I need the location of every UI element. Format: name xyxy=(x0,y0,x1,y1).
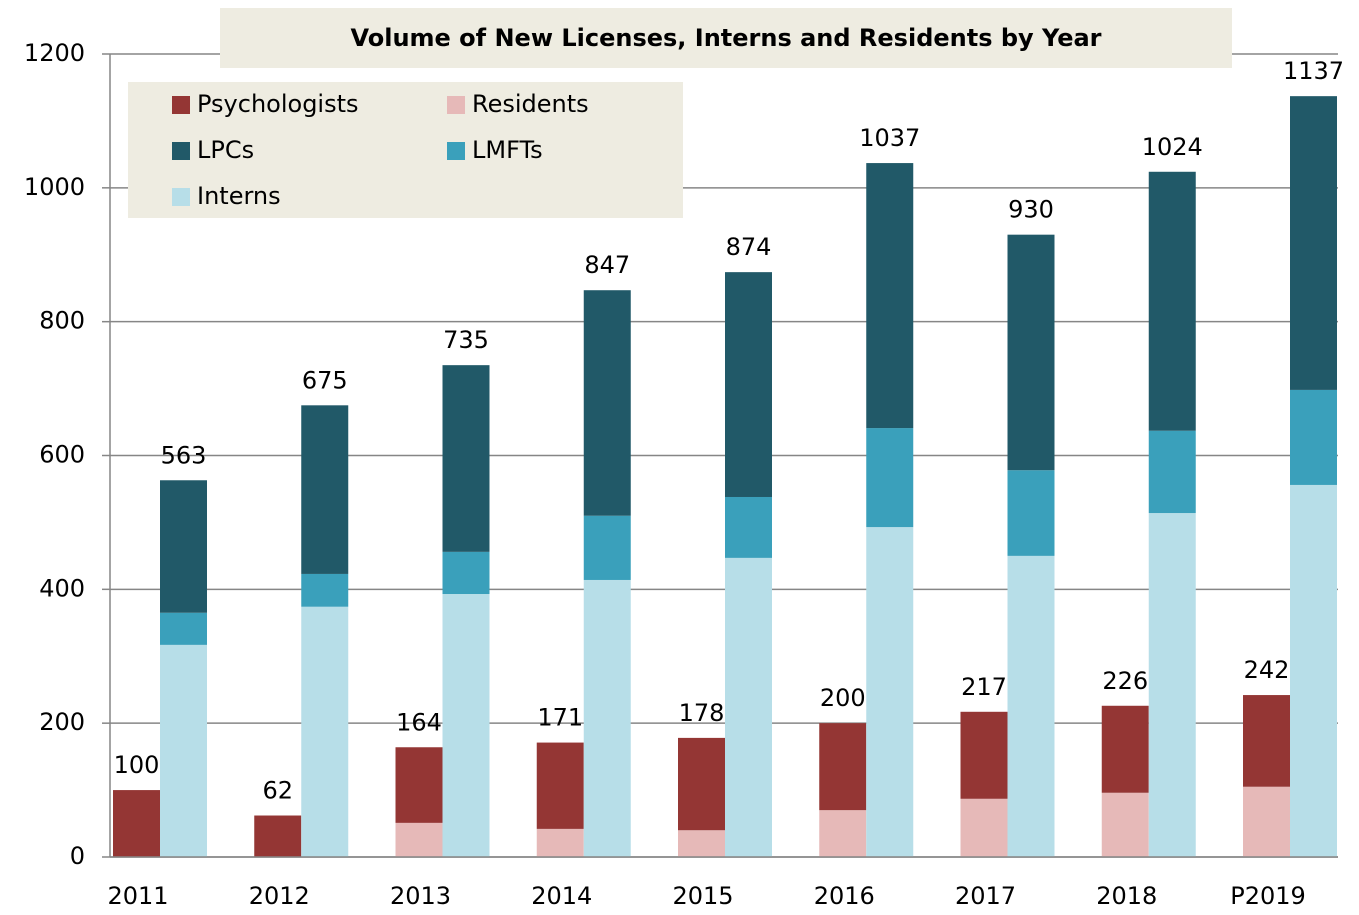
bar-segment xyxy=(442,594,490,857)
bar-segment xyxy=(1243,786,1290,857)
legend-swatch xyxy=(172,142,190,160)
bar-segment xyxy=(1101,705,1149,793)
bar-segment xyxy=(583,515,631,580)
y-tick-label: 1000 xyxy=(24,173,85,201)
total-label: 563 xyxy=(161,441,207,469)
y-tick-label: 600 xyxy=(39,441,85,469)
bar-segment xyxy=(1148,513,1196,857)
legend-label: LPCs xyxy=(197,136,254,164)
total-label: 62 xyxy=(262,777,293,805)
y-tick-label: 1200 xyxy=(24,39,85,67)
x-tick-label: 2015 xyxy=(672,882,733,910)
bar-segment xyxy=(160,612,207,645)
legend-label: LMFTs xyxy=(472,136,543,164)
bar-segment xyxy=(395,747,443,823)
total-label: 100 xyxy=(114,751,160,779)
bar-segment xyxy=(160,644,207,857)
bar-segment xyxy=(301,405,349,574)
bar-segment xyxy=(960,711,1008,799)
total-label: 200 xyxy=(820,684,866,712)
bar-segment xyxy=(301,606,349,857)
bar-segment xyxy=(1290,96,1337,390)
total-label: 1137 xyxy=(1283,57,1344,85)
x-tick-label: 2017 xyxy=(955,882,1016,910)
bar-segment xyxy=(866,163,914,429)
legend-swatch xyxy=(172,188,190,206)
y-tick-label: 800 xyxy=(39,307,85,335)
bar-segment xyxy=(819,723,867,811)
legend-label: Residents xyxy=(472,90,589,118)
total-label: 217 xyxy=(961,673,1007,701)
bar-segment xyxy=(1007,470,1055,556)
total-label: 226 xyxy=(1102,667,1148,695)
total-label: 675 xyxy=(302,366,348,394)
bar-segment xyxy=(536,742,584,829)
bar-segment xyxy=(160,480,207,613)
legend-swatch xyxy=(447,96,465,114)
x-tick-label: 2016 xyxy=(814,882,875,910)
bar-segment xyxy=(113,790,160,857)
legend-label: Psychologists xyxy=(197,90,359,118)
x-tick-label: 2011 xyxy=(107,882,168,910)
total-label: 930 xyxy=(1008,196,1054,224)
bar-segment xyxy=(819,810,867,857)
bar-segment xyxy=(1243,695,1290,787)
total-label: 171 xyxy=(537,704,583,732)
bar-segment xyxy=(678,830,725,857)
x-tick-label: 2018 xyxy=(1096,882,1157,910)
total-label: 242 xyxy=(1244,656,1290,684)
chart-title: Volume of New Licenses, Interns and Resi… xyxy=(350,24,1101,52)
bar-segment xyxy=(442,365,490,552)
bar-segment xyxy=(725,496,772,558)
legend-swatch xyxy=(172,96,190,114)
total-label: 1037 xyxy=(859,124,920,152)
total-label: 1024 xyxy=(1142,133,1203,161)
bar-segment xyxy=(395,822,443,857)
y-tick-label: 200 xyxy=(39,708,85,736)
bar-segment xyxy=(678,737,725,831)
total-label: 847 xyxy=(584,251,630,279)
bar-segment xyxy=(1148,430,1196,514)
bar-segment xyxy=(866,428,914,528)
title-box xyxy=(220,8,1232,68)
bar-segment xyxy=(301,573,349,607)
x-tick-label: 2014 xyxy=(531,882,592,910)
bar-segment xyxy=(1007,555,1055,857)
legend-box xyxy=(128,82,683,218)
y-tick-label: 0 xyxy=(70,842,85,870)
bar-segment xyxy=(583,290,631,516)
total-label: 735 xyxy=(443,326,489,354)
bar-segment xyxy=(1290,484,1337,857)
legend-swatch xyxy=(447,142,465,160)
bar-segment xyxy=(1101,792,1149,857)
total-label: 164 xyxy=(396,708,442,736)
bar-segment xyxy=(442,551,490,595)
bar-segment xyxy=(254,815,302,857)
bar-segment xyxy=(536,828,584,857)
bar-segment xyxy=(725,272,772,497)
bar-segment xyxy=(1007,234,1055,471)
y-tick-label: 400 xyxy=(39,574,85,602)
bar-segment xyxy=(583,579,631,857)
bar-segment xyxy=(725,557,772,857)
bar-segment xyxy=(1148,171,1196,431)
bar-segment xyxy=(960,798,1008,857)
legend-label: Interns xyxy=(197,182,281,210)
total-label: 874 xyxy=(726,233,772,261)
bar-segment xyxy=(1290,389,1337,485)
x-tick-label: P2019 xyxy=(1230,882,1306,910)
x-tick-label: 2012 xyxy=(249,882,310,910)
total-label: 178 xyxy=(679,699,725,727)
bar-segment xyxy=(866,527,914,857)
x-tick-label: 2013 xyxy=(390,882,451,910)
